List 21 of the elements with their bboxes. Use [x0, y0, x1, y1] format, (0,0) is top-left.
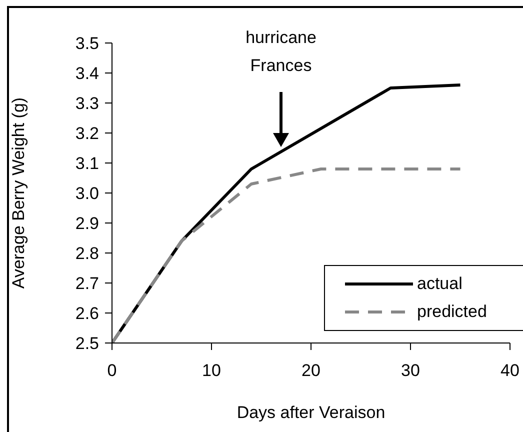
y-tick-label: 2.7: [75, 274, 99, 294]
x-axis-title: Days after Veraison: [236, 403, 386, 422]
y-tick-label: 3.5: [75, 34, 99, 54]
y-tick-label: 3.2: [75, 124, 99, 144]
y-axis-title: Average Berry Weight (g): [9, 97, 28, 289]
y-tick-label: 2.8: [75, 244, 99, 264]
annotation: hurricane Frances: [246, 28, 316, 75]
y-tick-label: 2.9: [75, 214, 99, 234]
x-tick-label: 10: [202, 361, 221, 380]
y-tick-label: 3.4: [75, 64, 99, 84]
x-tick-label: 20: [302, 361, 320, 380]
legend-label: actual: [417, 274, 462, 294]
y-tick-label: 2.5: [75, 334, 99, 354]
x-tick-label: 30: [401, 361, 420, 380]
x-tick-label: 40: [500, 361, 520, 380]
legend-label: predicted: [417, 302, 487, 322]
y-tick-label: 3.0: [75, 184, 99, 204]
y-tick-label: 2.6: [75, 304, 99, 324]
x-tick-label: 0: [107, 361, 117, 380]
y-tick-label: 3.1: [75, 154, 99, 174]
y-tick-label: 3.3: [75, 94, 99, 114]
